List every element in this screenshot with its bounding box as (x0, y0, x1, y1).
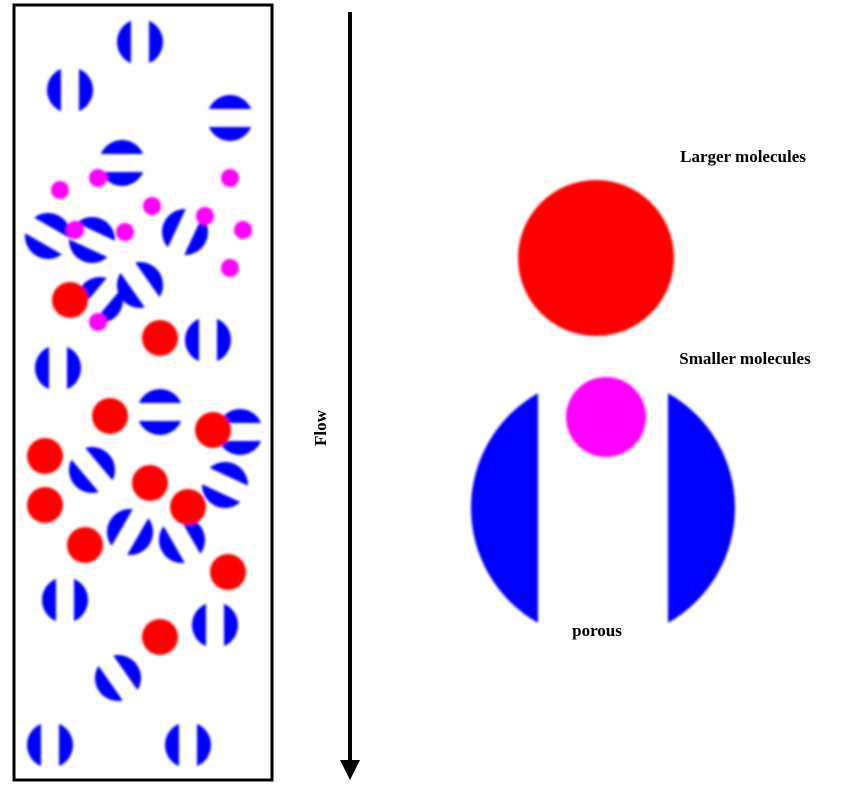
bead-cap (63, 239, 107, 270)
bead-cap (209, 95, 251, 109)
porous-bead (209, 95, 251, 141)
porous-label: porous (572, 621, 622, 640)
bead-cap (224, 604, 238, 646)
bead-cap (74, 579, 88, 621)
porous-bead (42, 579, 88, 621)
small-molecule (221, 169, 239, 187)
porous-bead (165, 724, 211, 766)
bead-cap (668, 393, 735, 623)
legend-shapes (471, 180, 735, 623)
large-molecule (52, 282, 88, 318)
large-molecule (142, 320, 178, 356)
smaller-label: Smaller molecules (679, 349, 811, 368)
small-molecule (51, 181, 69, 199)
bead-cap (471, 393, 538, 623)
small-molecule (89, 169, 107, 187)
bead-cap (77, 210, 121, 241)
bead-cap (165, 724, 179, 766)
porous-bead (27, 724, 73, 766)
large-molecule (142, 619, 178, 655)
porous-bead (192, 604, 238, 646)
bead-cap (101, 140, 143, 154)
bead-cap (135, 254, 171, 297)
bead-cap (18, 233, 62, 266)
large-molecule (67, 527, 103, 563)
bead-cap (113, 647, 149, 690)
bead-cap (101, 172, 143, 186)
porous-bead (87, 647, 149, 708)
bead-cap (185, 319, 199, 361)
larger-label: Larger molecules (680, 147, 806, 166)
bead-cap (61, 460, 99, 501)
bead-cap (210, 455, 254, 486)
column (14, 5, 272, 780)
small-molecule (143, 197, 161, 215)
small-molecule (66, 221, 84, 239)
bead-cap (99, 502, 132, 546)
small-molecule (566, 377, 646, 457)
bead-cap (35, 347, 49, 389)
bead-cap (85, 439, 123, 480)
large-molecule (27, 487, 63, 523)
diagram: Flow Larger molecules Smaller molecules … (0, 0, 846, 785)
bead-cap (79, 69, 93, 111)
bead-cap (117, 21, 131, 63)
bead-cap (67, 347, 81, 389)
small-molecule (234, 221, 252, 239)
small-molecule (221, 259, 239, 277)
porous-bead (61, 439, 123, 501)
bead-cap (139, 421, 181, 435)
porous-bead (35, 347, 81, 389)
large-molecule (210, 554, 246, 590)
bead-cap (87, 666, 123, 709)
bead-cap (217, 319, 231, 361)
porous-bead (117, 21, 163, 63)
bead-cap (139, 389, 181, 403)
bead-cap (192, 604, 206, 646)
particles (18, 21, 261, 766)
large-molecule (518, 180, 674, 336)
bead-cap (149, 21, 163, 63)
porous-bead (139, 389, 181, 435)
porous-bead (101, 140, 143, 186)
small-molecule (116, 223, 134, 241)
porous-bead (63, 210, 121, 270)
small-molecule (89, 313, 107, 331)
porous-bead (185, 319, 231, 361)
bead-cap (42, 579, 56, 621)
bead-cap (151, 526, 184, 570)
large-molecule (27, 438, 63, 474)
bead-cap (197, 724, 211, 766)
flow-label: Flow (311, 409, 330, 446)
bead-cap (127, 518, 160, 562)
porous-bead (99, 502, 160, 562)
large-molecule (170, 489, 206, 525)
porous-bead (47, 69, 93, 111)
bead-cap (47, 69, 61, 111)
large-molecule (132, 465, 168, 501)
large-molecule (195, 412, 231, 448)
bead-cap (209, 127, 251, 141)
bead-cap (27, 724, 41, 766)
bead-cap (59, 724, 73, 766)
small-molecule (196, 207, 214, 225)
large-molecule (92, 398, 128, 434)
